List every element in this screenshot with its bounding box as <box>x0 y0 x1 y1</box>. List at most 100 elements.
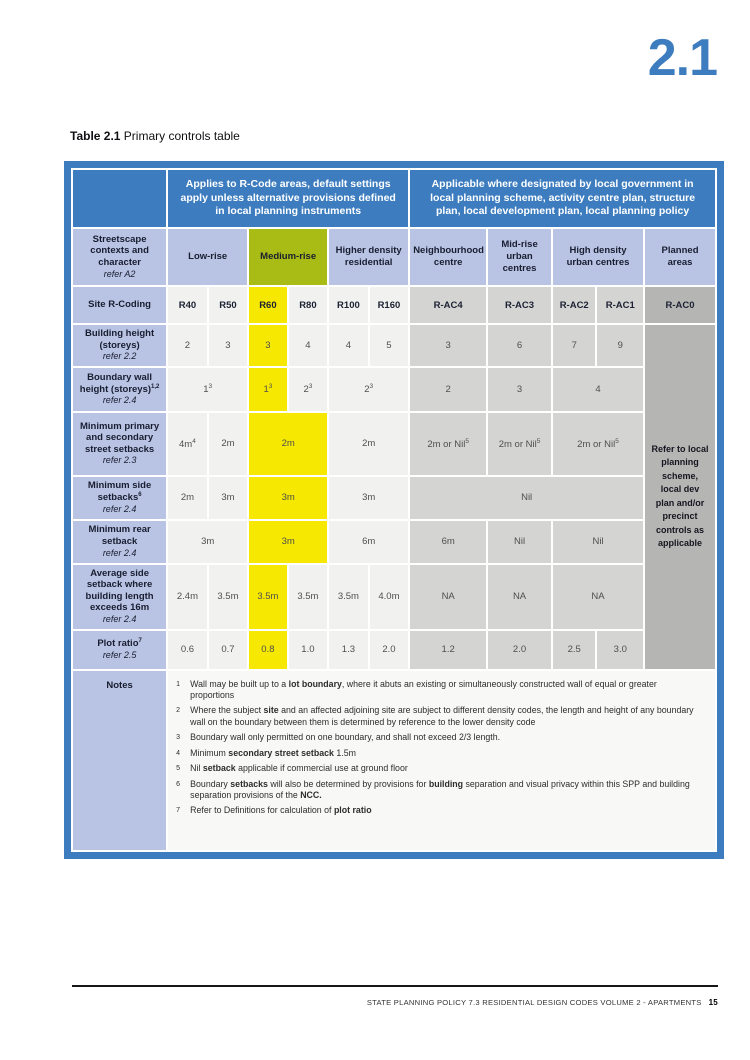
table-cell: 2m or Nil5 <box>408 410 489 477</box>
table-cell: 3 <box>247 323 289 368</box>
context-mid-rise-urban-centres: Mid-rise urban centres <box>486 227 553 287</box>
note-item: 5 Nil setback applicable if commercial us… <box>176 763 703 774</box>
table-cell: 3.0 <box>595 628 646 671</box>
table-cell: 3 <box>408 323 489 368</box>
table-cell: Nil <box>550 518 646 565</box>
table-cell: 3.5m <box>247 562 289 631</box>
note-item: 1 Wall may be built up to a lot boundary,… <box>176 679 703 702</box>
table-cell: 1.3 <box>327 628 370 671</box>
table-cell: 3m <box>206 474 250 521</box>
table-cell: 3m <box>247 474 330 521</box>
context-medium-rise: Medium-rise <box>247 227 330 287</box>
table-cell: Nil <box>486 518 553 565</box>
primary-controls-table-frame: Applies to R-Code areas, default setting… <box>64 161 724 859</box>
table-cell: 2m <box>166 474 209 521</box>
table-cell: 3.5m <box>286 562 330 631</box>
table-cell: NA <box>550 562 646 631</box>
note-number: 2 <box>176 707 181 715</box>
table-cell: 2m <box>247 410 330 477</box>
table-cell: 4 <box>327 323 370 368</box>
table-cell: R-AC4 <box>408 285 489 325</box>
table-cell: 2m <box>327 410 411 477</box>
context-low-rise: Low-rise <box>166 227 250 287</box>
note-number: 5 <box>176 765 181 773</box>
table-cell: 4.0m <box>367 562 411 631</box>
table-cell: 5 <box>367 323 411 368</box>
row-plot-ratio: Plot ratio7 refer 2.5 0.6 0.7 0.8 1.0 1.3 2.0 1.… <box>70 628 716 671</box>
table-cell: 2m <box>206 410 250 477</box>
row-min-primary-secondary-street-setbacks: Minimum primary and secondary street set… <box>70 410 716 477</box>
note-item: 3 Boundary wall only permitted on one bou… <box>176 732 703 743</box>
footer-rule <box>72 985 718 987</box>
context-higher-density-residential: Higher density residential <box>327 227 411 287</box>
note-number: 4 <box>176 749 181 757</box>
row-min-side-setbacks: Minimum side setbacks6 refer 2.4 2m 3m 3m 3m N… <box>70 474 716 521</box>
table-cell: R-AC1 <box>595 285 646 325</box>
table-cell: 2m or Nil5 <box>550 410 646 477</box>
page-footer: STATE PLANNING POLICY 7.3 RESIDENTIAL DE… <box>72 998 718 1007</box>
row-notes: Notes 1 Wall may be built up to a lot boun… <box>70 668 717 853</box>
table-cell: 13 <box>247 365 289 413</box>
table-cell: R-AC3 <box>486 285 553 325</box>
table-cell: 23 <box>327 365 411 413</box>
note-text: Refer to Definitions for calculation of … <box>190 805 372 816</box>
table-cell: 6 <box>486 323 553 368</box>
table-cell: 2m or Nil5 <box>486 410 553 477</box>
streetscape-contexts-header: Streetscape contexts and character refer … <box>70 227 169 287</box>
table-cell: R60 <box>247 285 289 325</box>
table-cell: 2.4m <box>166 562 209 631</box>
rac0-refer-note: Refer to local planning scheme, local de… <box>643 323 717 671</box>
note-text: Boundary setbacks will also be determine… <box>190 778 690 800</box>
table-cell: 4 <box>286 323 330 368</box>
table-cell: 4 <box>550 365 646 413</box>
note-text: Where the subject site and an affected a… <box>190 705 694 727</box>
row-boundary-wall-height: Boundary wall height (storeys)1,2 refer 2… <box>70 365 716 413</box>
table-cell: R160 <box>367 285 411 325</box>
table-cell: 6m <box>327 518 411 565</box>
table-cell: 7 <box>550 323 598 368</box>
table-cell: 3m <box>247 518 330 565</box>
table-cell: 2.0 <box>486 628 553 671</box>
table-cell: 3 <box>206 323 250 368</box>
table-caption-number: Table 2.1 <box>70 129 121 143</box>
table-cell: 0.6 <box>166 628 209 671</box>
corner-cell <box>70 168 169 229</box>
table-cell: R50 <box>206 285 250 325</box>
context-neighbourhood-centre: Neighbourhood centre <box>408 227 489 287</box>
rcode-group-header: Applies to R-Code areas, default setting… <box>166 168 411 229</box>
table-cell: NA <box>486 562 553 631</box>
context-high-density-urban-centres: High density urban centres <box>550 227 646 287</box>
row-building-height: Building height (storeys) refer 2.2 2 3 3 4 4 5… <box>70 323 717 671</box>
note-text: Wall may be built up to a lot boundary, … <box>190 678 657 701</box>
table-cell: 2 <box>408 365 489 413</box>
note-item: 6 Boundary setbacks will also be determin… <box>176 779 703 802</box>
context-planned-areas: Planned areas <box>643 227 717 287</box>
chapter-number: 2.1 <box>647 29 718 87</box>
table-cell: 6m <box>408 518 489 565</box>
note-number: 3 <box>176 734 181 742</box>
table-cell: 2 <box>166 323 209 368</box>
primary-controls-table: Applies to R-Code areas, default setting… <box>70 168 717 853</box>
note-number: 1 <box>176 680 181 688</box>
table-cell: R-AC2 <box>550 285 598 325</box>
note-text: Boundary wall only permitted on one boun… <box>190 732 501 743</box>
local-government-group-header: Applicable where designated by local gov… <box>408 168 717 229</box>
table-cell: 3m <box>166 518 250 565</box>
table-cell: NA <box>408 562 489 631</box>
header-row-groups: Applies to R-Code areas, default setting… <box>70 168 717 229</box>
row-label-average-side-setback: Average side setback where building leng… <box>70 562 169 631</box>
table-cell: R80 <box>286 285 330 325</box>
notes-content: 1 Wall may be built up to a lot boundary,… <box>166 668 717 853</box>
table-cell: 0.7 <box>206 628 250 671</box>
note-text: Nil setback applicable if commercial use… <box>190 763 408 774</box>
note-number: 7 <box>176 807 181 815</box>
row-label-notes: Notes <box>70 668 169 853</box>
table-cell: R100 <box>327 285 370 325</box>
table-cell: 23 <box>286 365 330 413</box>
table-cell: 9 <box>595 323 646 368</box>
note-item: 4 Minimum secondary street setback 1.5m <box>176 748 703 759</box>
table-cell: Nil <box>408 474 646 521</box>
note-number: 6 <box>176 780 181 788</box>
note-item: 2 Where the subject site and an affected … <box>176 705 703 728</box>
table-cell: 2.0 <box>367 628 411 671</box>
